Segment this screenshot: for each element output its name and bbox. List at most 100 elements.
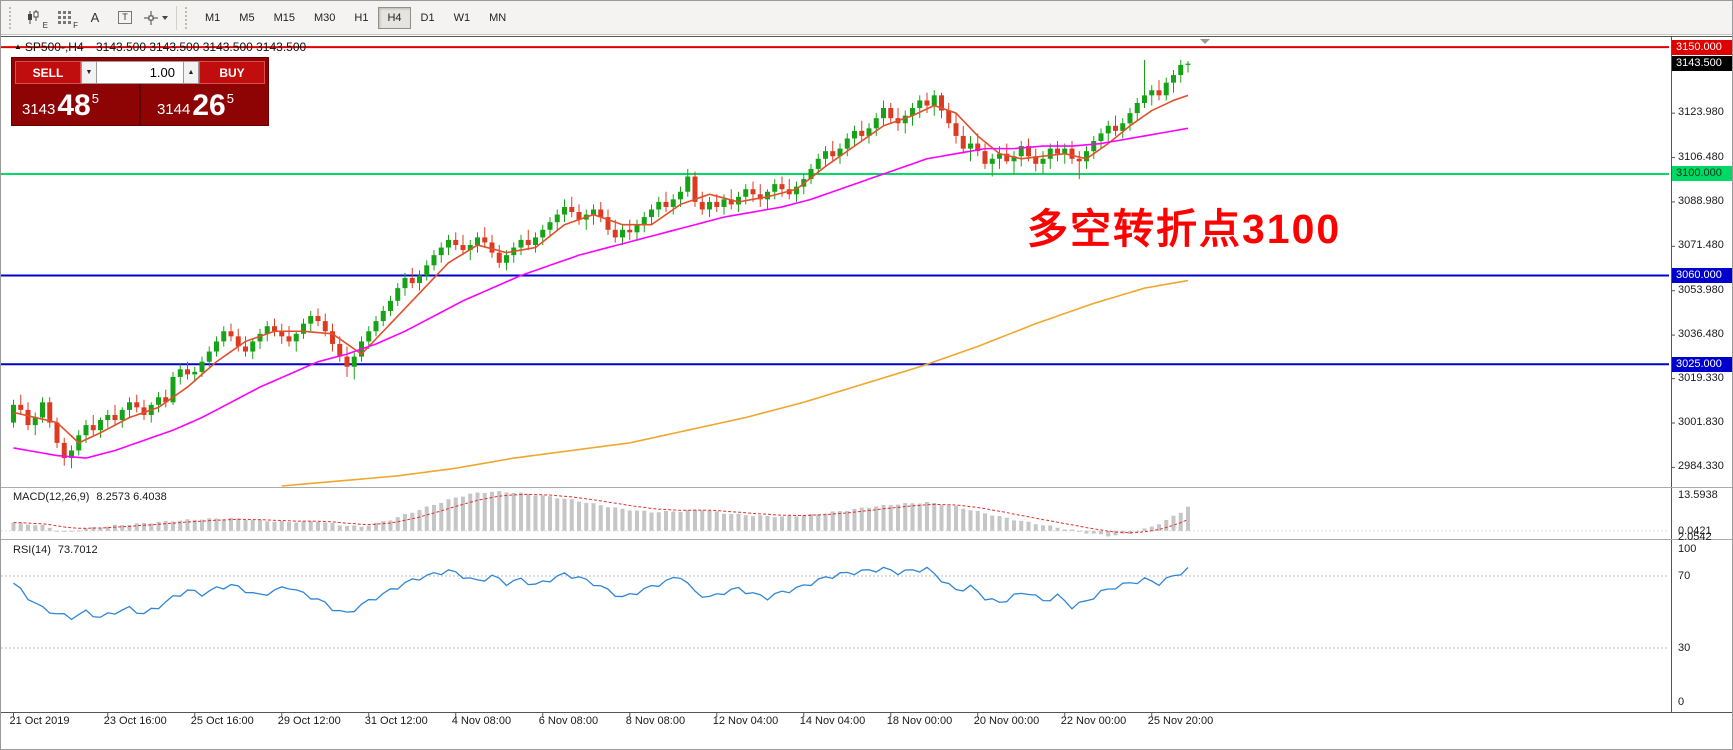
time-axis-label: 4 Nov 08:00 [451,715,512,727]
current-price-badge: 3143.500 [1672,56,1732,72]
dropdown-arrow-icon [161,15,168,20]
main-toolbar: E F A T [1,1,1732,35]
rsi-indicator-label: RSI(14) 73.7012 [13,544,98,556]
crosshair-tool-button[interactable] [140,5,170,31]
toolbar-separator [176,5,177,30]
panel-separator-rsi[interactable] [1,537,1732,542]
timeframe-m15-button[interactable]: M15 [265,7,304,29]
price-level-badge: 3060.000 [1672,267,1732,283]
bid-ask-prices: 3143 48 5 3144 26 5 [12,84,268,125]
time-axis-label: 18 Nov 00:00 [886,715,953,727]
time-axis-label: 8 Nov 08:00 [625,715,686,727]
time-axis-label: 6 Nov 08:00 [538,715,599,727]
time-axis-label: 21 Oct 2019 [9,715,70,727]
time-axis-label: 29 Oct 12:00 [277,715,341,727]
icon-badge-f: F [73,20,78,30]
price-axis-tick-label: 3071.480 [1678,239,1724,252]
time-axis-label: 20 Nov 00:00 [973,715,1040,727]
grid-button[interactable]: F [50,5,80,31]
price-axis-tick-label: 3123.980 [1678,106,1724,119]
panel-separator-macd[interactable] [1,485,1732,490]
price-axis-tick-label: 3106.480 [1678,150,1724,163]
ask-price[interactable]: 3144 26 5 [141,84,268,125]
rsi-value: 73.7012 [57,544,98,556]
textbox-tool-icon: T [118,11,132,24]
rsi-scale-label: 0 [1678,696,1685,708]
price-axis-tick-label: 3053.980 [1678,283,1724,296]
bid-big-digits: 48 [57,89,91,122]
timeframe-toolbar: M1 M5 M15 M30 H1 H4 D1 W1 MN [196,6,515,29]
macd-scale-label: 2.0542 [1678,530,1712,543]
ask-superscript: 5 [226,91,234,106]
ohlc-values: 3143.500 3143.500 3143.500 3143.500 [95,40,307,54]
rsi-scale-label: 70 [1678,570,1691,582]
timeframe-mn-button[interactable]: MN [480,7,515,29]
timeframe-toolbar-grip[interactable] [185,6,190,29]
timeframe-m5-button[interactable]: M5 [230,7,263,29]
bid-price[interactable]: 3143 48 5 [12,84,139,125]
timeframe-m1-button[interactable]: M1 [196,7,229,29]
timeframe-d1-button[interactable]: D1 [412,7,444,29]
macd-scale-label: 0.0421 [1678,524,1712,537]
price-divider [138,84,141,125]
timeframe-h1-button[interactable]: H1 [345,7,377,29]
price-axis[interactable] [1669,35,1732,712]
grid-icon [58,10,71,24]
symbol-header: ▲ SP500-,H4 3143.500 3143.500 3143.500 31… [14,40,306,54]
ma-slow [281,279,1189,487]
time-axis-label: 12 Nov 04:00 [712,715,779,727]
macd-values: 8.2573 6.4038 [96,491,167,503]
time-axis-label: 25 Oct 16:00 [190,715,254,727]
time-axis[interactable] [1,713,1732,733]
candlestick-chart-button[interactable]: E [20,5,50,31]
ma-mid [13,127,1189,459]
text-tool-button[interactable]: A [80,5,110,31]
macd-scale-label: 13.5938 [1678,489,1718,501]
sell-button[interactable]: SELL [15,61,81,84]
timeframe-m30-button[interactable]: M30 [305,7,344,29]
price-axis-tick-label: 3088.980 [1678,194,1724,207]
buy-button[interactable]: BUY [199,61,265,84]
rsi-name: RSI(14) [13,544,51,556]
volume-input[interactable] [97,61,183,84]
trade-controls-row: SELL ▼ ▲ BUY [15,61,265,84]
rsi-scale-label: 30 [1678,642,1691,654]
text-label-tool-button[interactable]: T [110,5,140,31]
bid-prefix: 3143 [22,101,56,118]
volume-decrease-button[interactable]: ▼ [81,61,97,84]
bid-superscript: 5 [91,91,99,106]
candlestick-chart-icon [28,9,39,24]
price-axis-tick-label: 2984.330 [1678,460,1724,473]
time-axis-label: 14 Nov 04:00 [799,715,866,727]
text-tool-icon: A [90,10,100,25]
toolbar-grip[interactable] [9,6,14,29]
macd-signal-line [13,493,1189,534]
price-axis-tick-label: 3001.830 [1678,416,1724,428]
time-axis-label: 22 Nov 00:00 [1060,715,1127,727]
symbol-arrow-icon: ▲ [14,42,22,51]
price-axis-tick-label: 3019.330 [1678,371,1724,384]
symbol-name: SP500-,H4 [24,40,84,54]
timeframe-w1-button[interactable]: W1 [445,7,480,29]
macd-name: MACD(12,26,9) [13,491,90,503]
time-axis-label: 25 Nov 20:00 [1147,715,1214,727]
time-axis-label: 23 Oct 16:00 [103,715,167,727]
ask-big-digits: 26 [192,89,226,122]
macd-indicator-label: MACD(12,26,9) 8.2573 6.4038 [13,491,167,503]
ask-prefix: 3144 [156,101,191,118]
rsi-scale-label: 100 [1678,543,1697,555]
chart-shift-marker [1200,39,1210,44]
crosshair-tool-icon [143,10,158,25]
timeframe-h4-button[interactable]: H4 [378,6,411,29]
price-axis-tick-label: 3036.480 [1678,328,1724,341]
volume-increase-button[interactable]: ▲ [183,61,199,84]
time-axis-label: 31 Oct 12:00 [364,715,428,727]
ma-fast [13,94,1189,444]
rsi-line [13,566,1189,621]
price-level-badge: 3100.000 [1672,166,1732,182]
price-level-badge: 3025.000 [1672,356,1732,372]
price-level-badge: 3150.000 [1672,39,1732,55]
